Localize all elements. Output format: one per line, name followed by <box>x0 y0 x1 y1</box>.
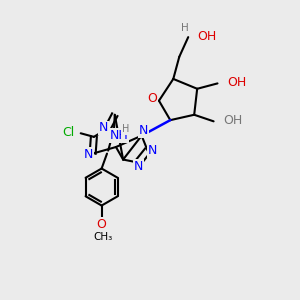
Text: Cl: Cl <box>62 126 74 139</box>
Text: NH: NH <box>110 129 128 142</box>
Text: N: N <box>134 160 143 172</box>
Text: O: O <box>97 218 106 231</box>
Text: OH: OH <box>223 114 242 127</box>
Text: N: N <box>148 144 157 157</box>
Text: N: N <box>84 148 94 161</box>
Text: N: N <box>99 122 108 134</box>
Text: CH₃: CH₃ <box>93 232 112 242</box>
Text: OH: OH <box>197 30 216 43</box>
Text: O: O <box>148 92 157 105</box>
Text: N: N <box>138 124 148 137</box>
Text: H: H <box>122 124 129 134</box>
Text: H: H <box>181 23 188 33</box>
Text: OH: OH <box>227 76 246 89</box>
